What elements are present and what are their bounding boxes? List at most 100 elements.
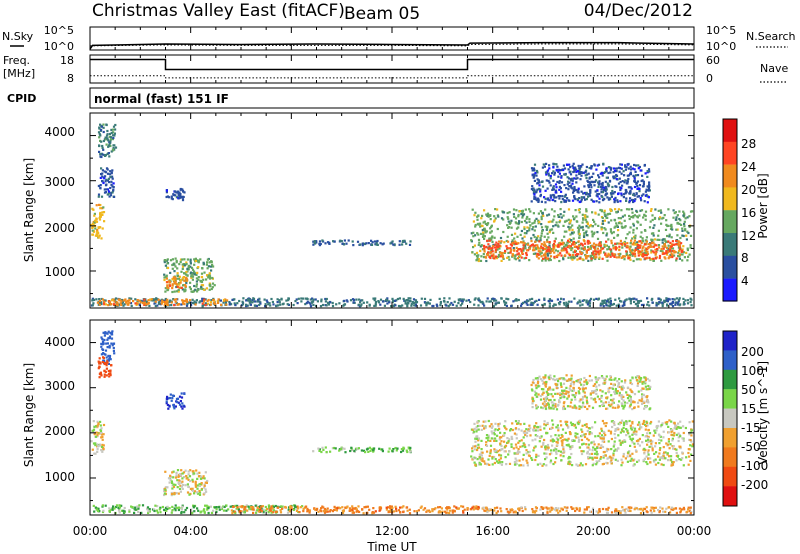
velocity-cells-cell-729 — [323, 511, 327, 514]
power-cells-cell-2685 — [537, 257, 540, 260]
velocity-cells-cell-598 — [366, 505, 369, 508]
velocity-cells-cell-1156 — [551, 444, 554, 447]
velocity-cells-cell-467 — [154, 504, 157, 507]
power-cells-cell-2661 — [580, 252, 583, 255]
power-cells-cell-2295 — [523, 242, 526, 245]
power-cells-cell-1126 — [254, 300, 257, 303]
power-cells-cell-80 — [112, 146, 115, 150]
power-cells-cell-1946 — [650, 258, 653, 261]
power-cells-cell-2730 — [548, 164, 551, 167]
velocity-cells-cell-1251 — [500, 448, 503, 451]
power-cells-cell-1637 — [581, 213, 584, 216]
power-cells-cell-1585 — [618, 254, 621, 257]
power-cells-cell-2157 — [632, 215, 635, 218]
power-cells-cell-1869 — [649, 220, 652, 223]
power-cells-cell-267 — [166, 258, 169, 261]
power-cells-cell-1516 — [485, 259, 488, 263]
power-cells-cell-1016 — [325, 304, 328, 307]
power-cells-cell-1724 — [667, 208, 670, 211]
power-cells-cell-1322 — [365, 242, 368, 245]
power-cells-cell-1876 — [518, 210, 521, 213]
power-cells-cell-828 — [563, 303, 566, 306]
power-cells-cell-1830 — [683, 225, 686, 228]
velocity-cells-cell-135 — [110, 364, 113, 367]
velocity-cells-cell-122 — [101, 361, 105, 364]
power-cells-cell-3184 — [532, 188, 535, 191]
power-cells-cell-2497 — [492, 255, 495, 258]
power-cells-cell-1260 — [206, 302, 209, 305]
velocity-cells-cell-827 — [321, 446, 324, 449]
power-cells-cell-3173 — [562, 164, 565, 167]
power-cells-cell-1059 — [152, 299, 155, 302]
velocity-cells-cell-1394 — [602, 436, 606, 439]
power-cells-cell-1635 — [616, 234, 619, 237]
power-cells-cell-2287 — [496, 246, 499, 249]
power-cells-cell-2586 — [594, 256, 597, 259]
velocity-cells-cell-680 — [408, 508, 411, 511]
power-cells-cell-1843 — [635, 258, 638, 261]
velocity-cells-cell-1478 — [569, 432, 572, 436]
power-cells-cell-1141 — [280, 297, 283, 300]
power-cells-cell-2104 — [489, 218, 492, 221]
power-cells-cell-2764 — [561, 195, 564, 198]
power-cells-cell-397 — [189, 265, 192, 268]
power-cells-cell-2974 — [614, 176, 617, 179]
power-cells-cell-1267 — [125, 300, 128, 303]
velocity-cells-cell-816 — [302, 510, 305, 513]
velocity-cells-cell-16 — [100, 427, 103, 430]
power-cells-cell-440 — [171, 283, 174, 286]
velocity-cells-cell-155 — [99, 362, 102, 365]
power-cells-cell-2612 — [546, 240, 549, 243]
power-cells-cell-775 — [678, 297, 681, 300]
power-cells-cell-1607 — [536, 239, 539, 242]
velocity-cells-cell-895 — [365, 448, 369, 451]
power-cells-cell-2400 — [498, 240, 501, 243]
power-cells-cell-3201 — [533, 195, 536, 198]
power-cells-cell-1304 — [315, 241, 318, 244]
power-cells-cell-1646 — [498, 247, 501, 250]
velocity-cells-cell-1455 — [504, 426, 507, 429]
power-cells-cell-1846 — [682, 234, 685, 238]
power-cells-cell-1582 — [643, 251, 646, 255]
power-cells-cell-1650 — [616, 242, 619, 245]
power-cells-cell-2291 — [540, 245, 543, 248]
power-cells-cell-117 — [98, 150, 101, 153]
power-cells-cell-3008 — [573, 186, 576, 189]
velocity-cells-cell-1089 — [472, 445, 475, 448]
velocity-cells-cell-1619 — [474, 464, 477, 467]
power-cells-cell-3118 — [576, 198, 579, 201]
velocity-cells-cell-804 — [315, 509, 318, 512]
power-cells-cell-1756 — [627, 208, 631, 211]
velocity-cells-cell-567 — [272, 509, 275, 512]
power-cells-cell-2046 — [642, 216, 645, 219]
power-cells-cell-679 — [357, 303, 360, 306]
power-cells-cell-2431 — [675, 243, 678, 246]
power-cells-cell-368 — [196, 290, 199, 293]
power-cells-cell-2776 — [631, 167, 634, 170]
power-cells-cell-1370 — [522, 213, 526, 216]
velocity-cells-cell-735 — [406, 509, 409, 512]
power-cells-cell-1275 — [113, 300, 116, 303]
velocity-cells-cell-586 — [341, 506, 344, 509]
velocity-cells-cell-1558 — [595, 460, 598, 463]
power-cells-cell-2956 — [535, 174, 538, 177]
velocity-cells-cell-661 — [431, 510, 434, 513]
power-cells-cell-1877 — [603, 245, 606, 248]
power-cells-cell-2727 — [611, 189, 614, 193]
power-cells-cell-588 — [526, 303, 529, 306]
velocity-cells-cell-1560 — [559, 420, 562, 423]
power-cells-cell-95 — [108, 140, 111, 144]
power-cells-cell-697 — [338, 302, 341, 305]
velocity-cells-cell-1330 — [499, 431, 502, 434]
power-cells-cell-1683 — [528, 208, 531, 211]
power-cells-cell-471 — [177, 196, 180, 200]
velocity-cells-cell-1126 — [553, 447, 557, 450]
power-cells-cell-1128 — [481, 301, 484, 304]
velocity-cells-cell-1586 — [497, 423, 500, 426]
power-cells-cell-2253 — [483, 227, 486, 230]
velocity-cells-cell-1471 — [525, 431, 529, 435]
velocity-cells-cell-244 — [175, 474, 178, 477]
power-cells-cell-170 — [111, 169, 114, 172]
velocity-cells-cell-1194 — [566, 420, 569, 423]
velocity-cells-cell-1681 — [638, 421, 641, 424]
